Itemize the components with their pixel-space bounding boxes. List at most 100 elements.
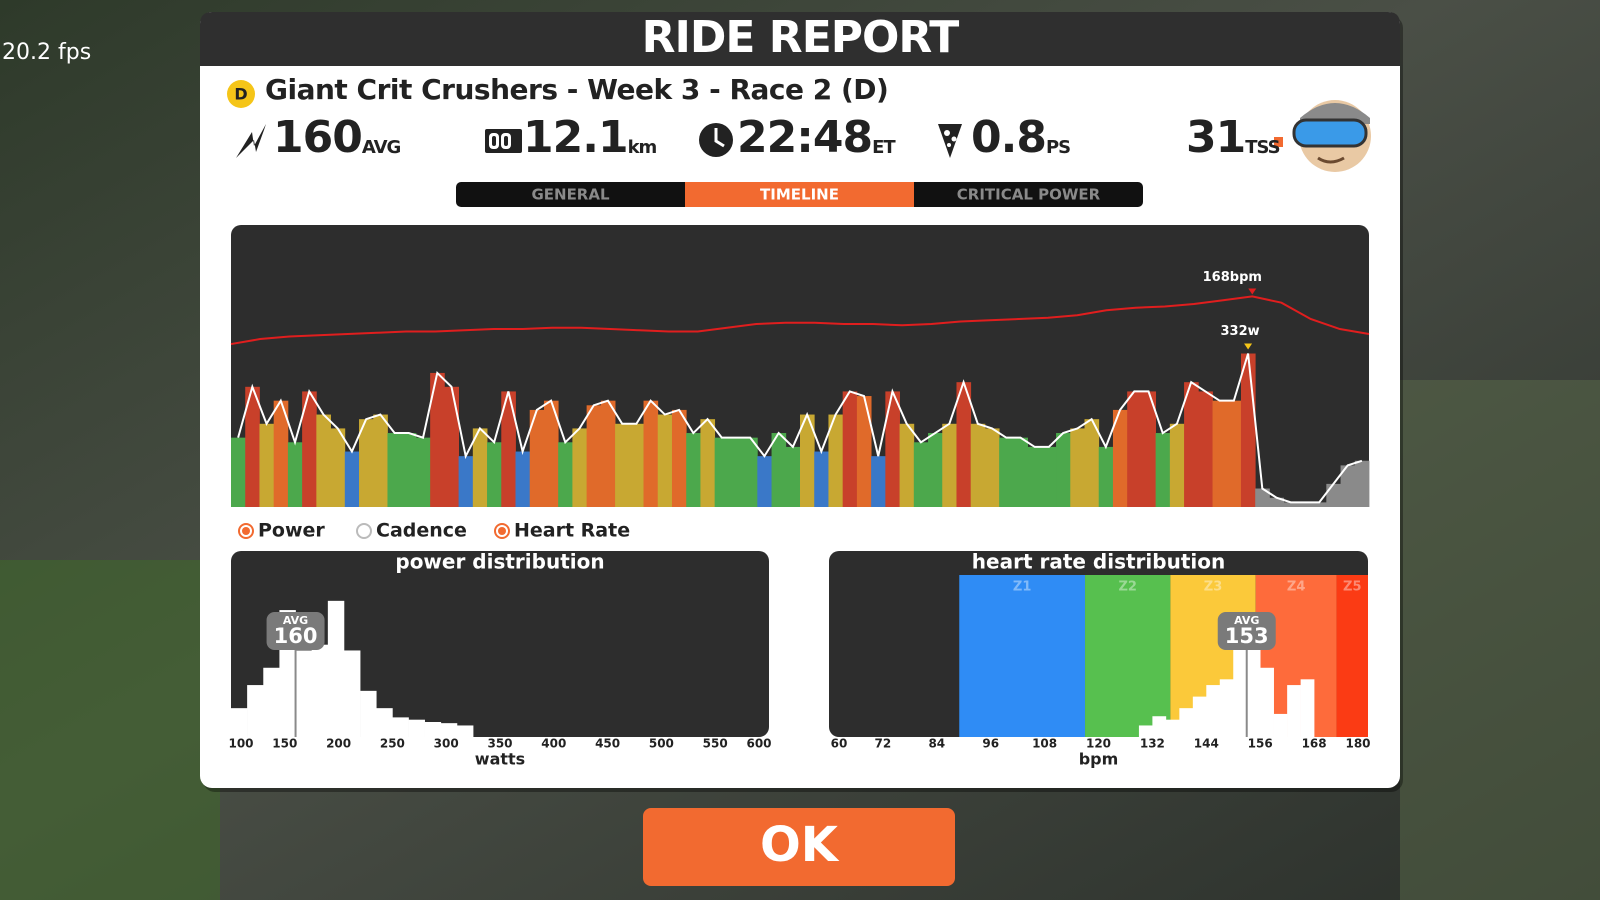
power-bar bbox=[444, 386, 459, 507]
avg-badge-value: 153 bbox=[1225, 624, 1269, 648]
histogram-bar bbox=[343, 650, 361, 737]
histogram-bar bbox=[1260, 667, 1274, 737]
stat-value: 12.1 bbox=[523, 112, 628, 163]
power-bar bbox=[1041, 446, 1057, 507]
power-bar bbox=[430, 372, 445, 507]
tab[interactable]: TIMELINE bbox=[760, 186, 839, 204]
stat-value: 22:48 bbox=[737, 112, 872, 163]
power-bar bbox=[1141, 391, 1157, 507]
power-bar bbox=[344, 451, 360, 507]
distribution-title: heart rate distribution bbox=[972, 550, 1225, 574]
avg-badge bbox=[266, 612, 325, 650]
x-tick-label: 300 bbox=[434, 737, 459, 751]
power-bar bbox=[1326, 483, 1341, 507]
avg-badge-label: AVG bbox=[283, 614, 308, 627]
power-bar bbox=[302, 391, 317, 507]
power-bar bbox=[771, 433, 787, 507]
x-tick-label: 550 bbox=[703, 737, 728, 751]
x-tick-label: 96 bbox=[982, 737, 999, 751]
power-bar bbox=[899, 423, 915, 507]
power-bar bbox=[828, 414, 844, 507]
x-tick-label: 144 bbox=[1194, 737, 1219, 751]
x-tick-label: 150 bbox=[272, 737, 297, 751]
hr-zone bbox=[1085, 575, 1171, 737]
power-bar bbox=[415, 437, 431, 507]
power-bar bbox=[842, 391, 858, 507]
power-bar bbox=[1112, 409, 1128, 507]
power-bar bbox=[273, 400, 289, 507]
legend-label[interactable]: Heart Rate bbox=[514, 520, 630, 542]
stat: 12.1km bbox=[523, 112, 657, 163]
stat: 160AVG bbox=[273, 112, 400, 163]
tab[interactable]: CRITICAL POWER bbox=[957, 186, 1101, 204]
legend-label[interactable]: Power bbox=[258, 520, 325, 542]
tab[interactable]: GENERAL bbox=[531, 186, 610, 204]
histogram-bar bbox=[1233, 644, 1248, 737]
hr-zone bbox=[1336, 575, 1368, 737]
stat-value: 160 bbox=[273, 112, 362, 163]
power-bar bbox=[913, 442, 929, 507]
stat-value: 0.8 bbox=[971, 112, 1046, 163]
power-bar bbox=[1056, 433, 1071, 507]
x-tick-label: 132 bbox=[1140, 737, 1165, 751]
x-tick-label: 180 bbox=[1345, 737, 1370, 751]
histogram-bar bbox=[1192, 696, 1207, 737]
power-bar bbox=[1155, 433, 1171, 507]
ok-button[interactable] bbox=[643, 808, 955, 886]
x-axis-label: watts bbox=[475, 750, 525, 769]
stat: 0.8PS bbox=[971, 112, 1070, 163]
power-bar bbox=[529, 409, 545, 507]
power-bar bbox=[1070, 428, 1085, 507]
power-bar bbox=[600, 400, 616, 507]
power-bar bbox=[231, 437, 246, 507]
histogram-bar bbox=[1152, 716, 1167, 737]
power-bar bbox=[558, 442, 573, 507]
avg-badge-label: AVG bbox=[1234, 614, 1259, 627]
legend-label[interactable]: Cadence bbox=[376, 520, 467, 542]
legend-radio[interactable] bbox=[356, 523, 372, 539]
histogram-bar bbox=[424, 722, 442, 737]
hr-zone bbox=[959, 575, 1086, 737]
power-peak-label: 332w bbox=[1221, 324, 1260, 339]
background-road bbox=[1400, 380, 1600, 900]
x-tick-label: 400 bbox=[541, 737, 566, 751]
histogram-bar bbox=[1273, 713, 1288, 737]
power-bar bbox=[1169, 423, 1185, 507]
power-bar bbox=[1127, 391, 1142, 507]
power-bar bbox=[856, 396, 872, 507]
histogram-bar bbox=[1246, 633, 1261, 737]
stat-unit: km bbox=[628, 137, 657, 158]
histogram-bar bbox=[327, 600, 345, 737]
power-bar bbox=[728, 437, 744, 507]
tss-help-icon[interactable] bbox=[1274, 137, 1283, 147]
power-bar bbox=[1340, 465, 1356, 507]
power-bar bbox=[515, 451, 531, 507]
distance-icon bbox=[485, 129, 522, 153]
distribution-title: power distribution bbox=[395, 550, 604, 574]
power-bar bbox=[259, 423, 275, 507]
power-bar bbox=[984, 428, 1000, 507]
histogram-bar bbox=[392, 717, 409, 737]
stat: 31TSS bbox=[1186, 112, 1280, 163]
power-bar bbox=[814, 451, 829, 507]
power-bar bbox=[1297, 502, 1313, 507]
avg-badge-value: 160 bbox=[274, 624, 318, 648]
time-icon bbox=[699, 123, 733, 157]
stat-unit: PS bbox=[1046, 137, 1070, 158]
avg-badge bbox=[1217, 612, 1276, 650]
x-tick-label: 60 bbox=[831, 737, 848, 751]
power-bar bbox=[686, 433, 701, 507]
power-bar bbox=[700, 419, 716, 507]
heart-rate-line bbox=[230, 295, 1370, 346]
histogram-bar bbox=[247, 685, 264, 737]
power-bar bbox=[714, 437, 730, 507]
stat: 22:48ET bbox=[737, 112, 896, 163]
power-bar bbox=[1312, 502, 1327, 507]
histogram-bar bbox=[1287, 685, 1301, 737]
histogram-bar bbox=[1219, 679, 1234, 737]
fps-counter: 20.2 fps bbox=[2, 40, 91, 65]
power-bar bbox=[928, 433, 943, 507]
ok-label[interactable]: OK bbox=[760, 817, 840, 873]
power-bar bbox=[330, 428, 346, 507]
power-bar bbox=[586, 405, 602, 507]
